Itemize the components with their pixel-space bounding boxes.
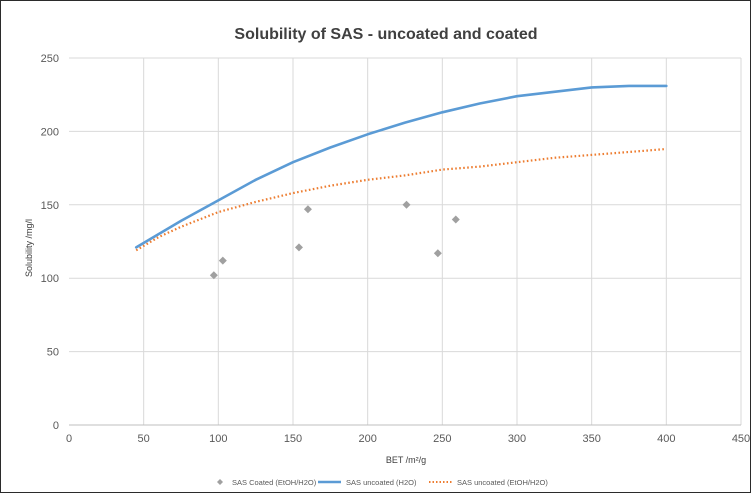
data-point bbox=[433, 249, 442, 258]
x-tick-label: 350 bbox=[582, 433, 600, 445]
x-tick-label: 50 bbox=[138, 433, 150, 445]
x-tick-label: 450 bbox=[732, 433, 750, 445]
chart-title: Solubility of SAS - uncoated and coated bbox=[234, 26, 537, 43]
y-tick-label: 0 bbox=[53, 420, 59, 432]
x-tick-label: 100 bbox=[209, 433, 227, 445]
y-tick-label: 50 bbox=[47, 347, 59, 359]
y-tick-label: 200 bbox=[41, 126, 59, 138]
x-tick-label: 250 bbox=[433, 433, 451, 445]
data-point bbox=[218, 256, 227, 265]
data-point bbox=[451, 215, 460, 224]
data-point bbox=[209, 271, 218, 280]
y-tick-label: 250 bbox=[41, 53, 59, 65]
legend-label: SAS uncoated (EtOH/H2O) bbox=[457, 478, 548, 487]
series-layer bbox=[134, 84, 668, 280]
x-tick-label: 400 bbox=[657, 433, 675, 445]
data-point bbox=[294, 243, 303, 252]
series-line bbox=[135, 147, 667, 252]
legend-label: SAS uncoated (H2O) bbox=[346, 478, 417, 487]
x-tick-label: 150 bbox=[284, 433, 302, 445]
legend-marker bbox=[217, 479, 223, 485]
grid-layer bbox=[69, 57, 742, 425]
data-point bbox=[303, 205, 312, 214]
x-tick-label: 200 bbox=[358, 433, 376, 445]
legend: SAS Coated (EtOH/H2O) SAS uncoated (H2O) S… bbox=[217, 478, 548, 487]
x-tick-label: 0 bbox=[66, 433, 72, 445]
legend-label: SAS Coated (EtOH/H2O) bbox=[232, 478, 317, 487]
series-line bbox=[134, 84, 668, 249]
x-axis-label: BET /m²/g bbox=[386, 455, 426, 465]
y-tick-label: 100 bbox=[41, 273, 59, 285]
axis-layer: 0 50 100 150 200 250 300 350 400 450 0 50 100 150 200 2… bbox=[41, 53, 751, 445]
data-point bbox=[402, 200, 411, 209]
x-tick-label: 300 bbox=[508, 433, 526, 445]
y-axis-label: Solubility /mg/l bbox=[24, 219, 34, 277]
y-tick-label: 150 bbox=[41, 200, 59, 212]
